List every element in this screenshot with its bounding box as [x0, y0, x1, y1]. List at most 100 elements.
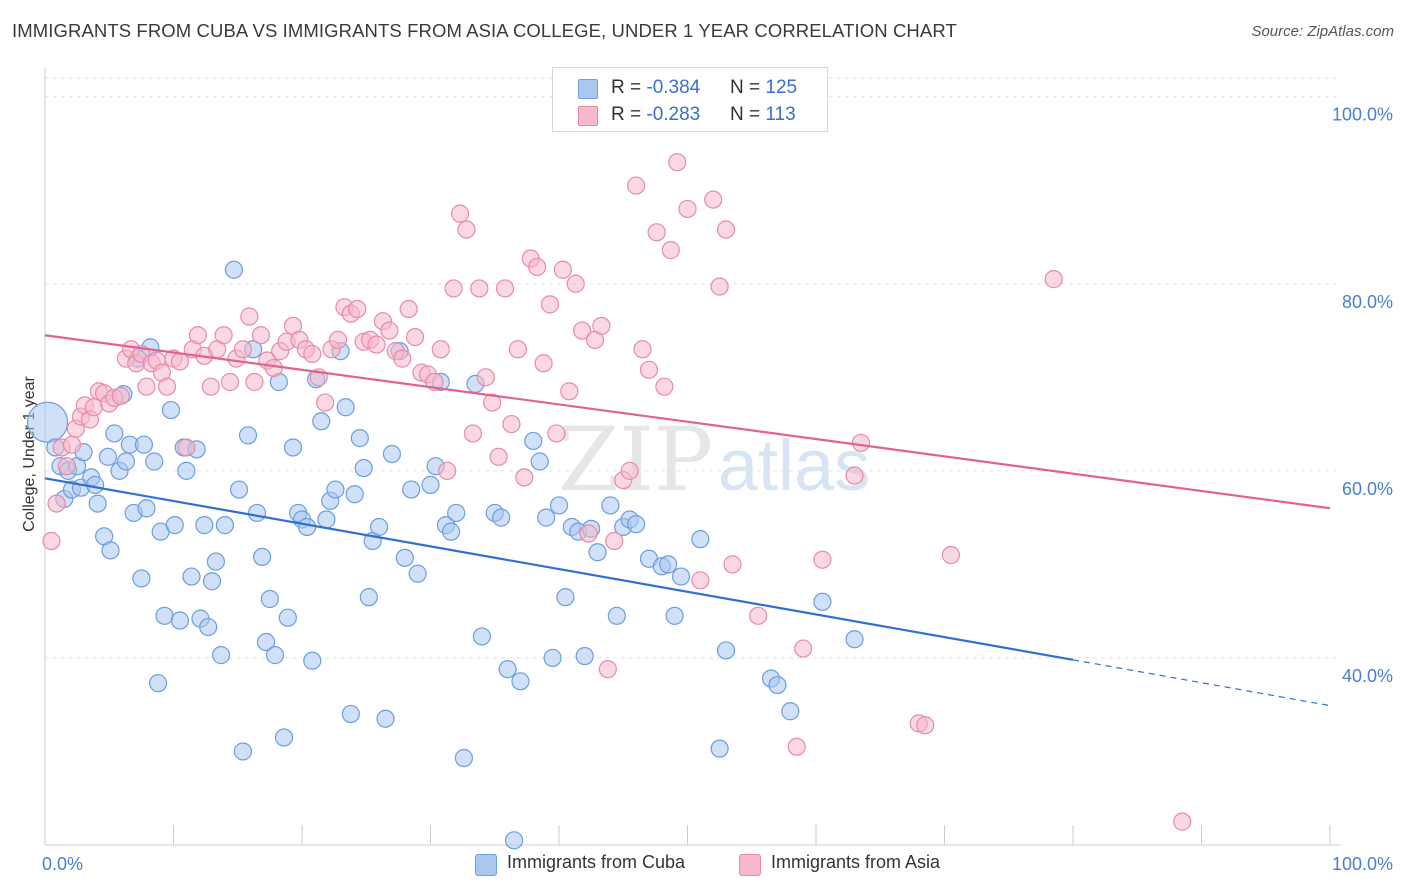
asia-point	[399, 299, 418, 319]
cuba-point	[530, 452, 549, 471]
cuba-point	[354, 458, 373, 478]
cuba-point	[768, 675, 787, 695]
cuba-point	[341, 704, 360, 724]
asia-point	[592, 316, 611, 335]
cuba-point	[161, 400, 181, 420]
cuba-point	[278, 608, 297, 627]
asia-point	[813, 550, 832, 569]
cuba-point	[421, 475, 440, 494]
cuba-point	[105, 424, 124, 443]
asia-point	[476, 368, 495, 387]
asia-point	[137, 377, 156, 396]
asia-point	[214, 326, 233, 345]
y-tick-label: 60.0%	[1342, 479, 1393, 499]
cuba-point	[691, 530, 710, 549]
cuba-point	[233, 742, 252, 761]
cuba-point	[498, 660, 517, 679]
asia-point	[787, 737, 806, 756]
y-tick-label: 40.0%	[1342, 666, 1393, 686]
asia-point	[251, 326, 270, 345]
asia-point	[534, 354, 553, 373]
asia-trend-line	[44, 334, 1331, 510]
asia-point	[489, 447, 508, 466]
asia-point	[367, 335, 386, 354]
asia-point	[508, 340, 527, 359]
cuba-point	[543, 648, 562, 668]
legend-label-asia: Immigrants from Asia	[771, 852, 941, 872]
watermark-atlas: atlas	[718, 426, 870, 506]
cuba-point	[148, 674, 168, 693]
cuba-point	[607, 606, 626, 625]
cuba-point	[376, 709, 395, 728]
trend-lines	[44, 334, 1331, 707]
cuba-point	[549, 496, 569, 515]
asia-point	[483, 393, 502, 412]
x-tick-label: 0.0%	[42, 854, 83, 874]
cuba-point	[202, 572, 222, 591]
stats-n-cuba: N = 125	[730, 77, 798, 98]
cuba-point	[447, 503, 466, 523]
cuba-point	[274, 728, 294, 747]
asia-point	[647, 223, 666, 242]
watermark: ZIP atlas	[558, 408, 870, 511]
watermark-zip: ZIP	[558, 408, 713, 511]
stats-r-asia: R = -0.283	[611, 104, 701, 125]
cuba-point	[350, 429, 369, 448]
asia-point	[393, 349, 412, 368]
cuba-point	[575, 646, 594, 666]
asia-point	[495, 279, 515, 298]
asia-point	[157, 377, 177, 396]
cuba-point	[116, 452, 136, 471]
asia-point	[639, 360, 659, 379]
asia-point	[633, 340, 652, 359]
cuba-point	[303, 651, 322, 670]
cuba-point	[345, 485, 364, 504]
cuba-point	[524, 431, 543, 451]
cuba-point	[145, 452, 164, 471]
asia-point	[678, 199, 697, 219]
cuba-point	[170, 611, 190, 630]
asia-point	[457, 220, 476, 239]
asia-point	[405, 327, 425, 347]
asia-point	[598, 660, 617, 679]
asia-point	[240, 307, 259, 326]
cuba-point	[224, 260, 243, 279]
asia-point	[566, 274, 585, 293]
asia-point	[845, 466, 864, 485]
asia-point	[438, 461, 457, 480]
asia-point	[57, 457, 76, 476]
cuba-point	[472, 627, 491, 646]
x-tick-labels: 0.0% 100.0%	[42, 854, 1393, 874]
cuba-point	[601, 496, 620, 515]
cuba-point	[402, 480, 421, 499]
asia-point	[111, 386, 130, 406]
asia-point	[177, 438, 196, 457]
asia-point	[723, 555, 742, 574]
asia-point	[941, 545, 961, 565]
asia-point	[220, 372, 240, 392]
y-axis-label: College, Under 1 year	[21, 376, 38, 532]
cuba-trend-extension	[1072, 659, 1331, 707]
stats-legend: R = -0.384 N = 125 R = -0.283 N = 113	[552, 67, 828, 132]
asia-point	[668, 153, 687, 172]
series-legend: Immigrants from Cuba Immigrants from Asi…	[0, 852, 1406, 880]
cuba-point	[283, 438, 303, 457]
asia-point	[749, 606, 768, 625]
cuba-point	[317, 510, 336, 529]
cuba-point	[88, 494, 107, 513]
stats-swatch-asia	[578, 106, 598, 126]
cuba-point	[626, 515, 646, 534]
asia-point	[264, 358, 283, 378]
asia-point	[916, 716, 935, 735]
legend-swatch-cuba	[475, 854, 497, 876]
asia-point	[573, 321, 592, 340]
cuba-point	[256, 632, 276, 652]
asia-point	[1173, 812, 1192, 831]
asia-point	[1044, 270, 1063, 289]
axes	[44, 68, 1340, 846]
series-asia-points	[42, 153, 1192, 831]
asia-point	[502, 414, 521, 434]
source-credit: Source: ZipAtlas.com	[1251, 23, 1394, 40]
cuba-point	[260, 589, 279, 609]
